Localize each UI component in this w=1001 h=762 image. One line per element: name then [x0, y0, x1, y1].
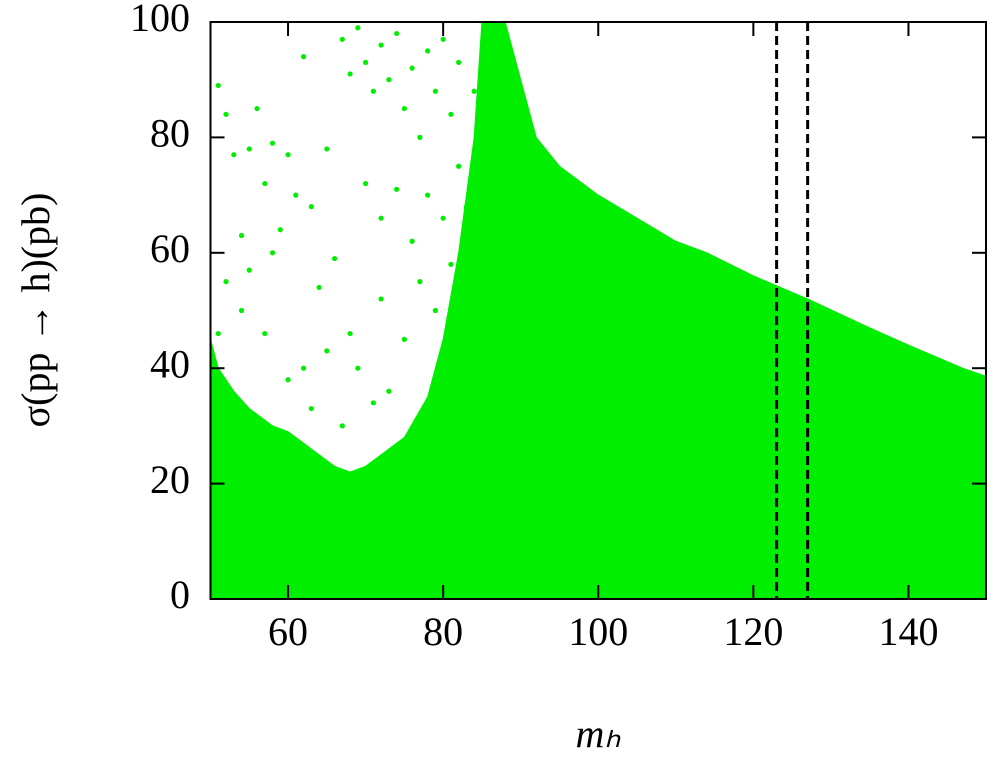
point — [324, 348, 330, 354]
point — [285, 377, 291, 383]
point — [440, 215, 446, 221]
x-tick-label: 140 — [878, 609, 938, 654]
point — [432, 88, 438, 94]
point — [215, 82, 221, 89]
point — [456, 59, 462, 65]
point — [479, 48, 485, 54]
y-tick-label: 60 — [150, 226, 190, 271]
point — [378, 42, 384, 48]
point — [300, 365, 307, 371]
y-tick-label: 100 — [130, 0, 190, 40]
point — [440, 36, 446, 42]
point — [254, 105, 260, 112]
point — [448, 261, 454, 267]
y-tick-label: 40 — [150, 341, 190, 386]
dense-region — [210, 21, 987, 600]
point — [363, 59, 369, 65]
point — [308, 204, 314, 210]
point — [370, 88, 376, 94]
point — [339, 423, 345, 429]
y-tick-label: 80 — [150, 111, 190, 156]
point — [300, 54, 307, 60]
point — [401, 336, 407, 342]
point — [378, 215, 384, 221]
point — [293, 192, 299, 198]
point — [448, 111, 454, 117]
point — [316, 284, 322, 291]
point — [339, 36, 345, 42]
point — [425, 48, 431, 54]
point — [487, 25, 493, 31]
y-tick-label: 20 — [150, 457, 190, 502]
x-tick-label: 100 — [568, 609, 628, 654]
point — [347, 71, 353, 77]
point — [394, 30, 400, 37]
point — [231, 152, 237, 158]
point — [456, 163, 462, 169]
point — [401, 105, 407, 112]
point — [363, 180, 369, 187]
x-axis-label: mₕ — [575, 711, 621, 756]
point — [262, 180, 268, 187]
point — [246, 146, 252, 152]
point — [370, 400, 376, 406]
point — [223, 111, 229, 117]
point — [463, 204, 470, 210]
point — [417, 279, 423, 285]
point — [355, 25, 361, 31]
point — [425, 192, 431, 198]
x-tick-label: 80 — [423, 609, 463, 654]
point — [394, 186, 400, 192]
point — [223, 279, 229, 285]
point — [238, 232, 245, 239]
point — [409, 65, 415, 71]
point — [238, 307, 245, 314]
point — [355, 365, 361, 371]
y-tick-label: 0 — [170, 572, 190, 617]
point — [471, 88, 477, 94]
point — [409, 238, 415, 244]
point — [417, 134, 423, 140]
point — [269, 250, 276, 256]
point — [386, 77, 392, 83]
point — [262, 330, 268, 337]
point — [386, 388, 392, 394]
y-axis-label: σ(pp → h)(pb) — [13, 193, 58, 428]
point — [269, 140, 276, 146]
point — [347, 330, 353, 337]
point — [277, 227, 283, 233]
point — [308, 405, 314, 412]
point — [285, 152, 291, 158]
x-tick-label: 60 — [268, 609, 308, 654]
point — [246, 267, 252, 273]
point — [331, 255, 338, 262]
point — [378, 296, 384, 302]
point — [215, 330, 221, 337]
x-tick-label: 120 — [723, 609, 783, 654]
point — [432, 307, 438, 314]
point — [324, 146, 330, 152]
